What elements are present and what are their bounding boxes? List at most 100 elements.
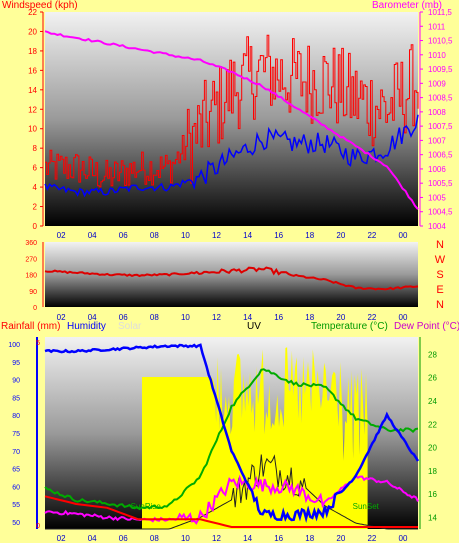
legend-solar: Solar — [118, 321, 142, 332]
legend-dewpoint: Dew Point (°C) — [394, 321, 459, 332]
direction-x-tick: 02 — [57, 313, 66, 322]
humidity-tick: 65 — [12, 467, 20, 474]
compass-label: N — [436, 239, 444, 251]
legend-humidity: Humidity — [67, 321, 106, 332]
humidity-tick: 80 — [12, 413, 20, 420]
direction-x-tick: 18 — [305, 313, 314, 322]
bottom-x-tick: 18 — [305, 534, 314, 543]
windspeed-tick: 6 — [33, 164, 38, 173]
direction-x-tick: 08 — [150, 313, 159, 322]
barometer-tick: 1006,5 — [428, 151, 453, 160]
compass-label: N — [436, 299, 444, 311]
top-x-tick: 10 — [181, 231, 190, 240]
humidity-tick: 100 — [8, 342, 20, 349]
barometer-tick: 1004,5 — [428, 208, 453, 217]
humidity-tick: 55 — [12, 502, 20, 509]
bottom-x-tick: 10 — [181, 534, 190, 543]
series-barometer — [44, 30, 419, 210]
sunrise-label: SunRise — [131, 502, 162, 511]
top-x-tick: 16 — [274, 231, 283, 240]
temperature-tick: 18 — [428, 467, 437, 476]
legend-uv: UV — [247, 321, 261, 332]
bottom-x-tick: 12 — [212, 534, 221, 543]
humidity-tick: 75 — [12, 431, 20, 438]
top-x-tick: 04 — [88, 231, 97, 240]
humidity-tick: 95 — [12, 360, 20, 367]
barometer-title: Barometer (mb) — [372, 0, 443, 11]
top-x-tick: 02 — [57, 231, 66, 240]
top-x-tick: 18 — [305, 231, 314, 240]
windspeed-tick: 8 — [33, 144, 38, 153]
series-rainfall — [44, 495, 418, 528]
temperature-tick: 26 — [428, 374, 437, 383]
barometer-tick: 1011 — [428, 22, 446, 31]
windspeed-tick: 4 — [33, 183, 38, 192]
barometer-tick: 1005 — [428, 193, 446, 202]
compass-label: E — [436, 284, 443, 296]
windspeed-tick: 12 — [28, 105, 37, 114]
series-uv — [45, 454, 418, 530]
direction-x-tick: 22 — [367, 313, 376, 322]
series-humidity — [44, 343, 420, 524]
direction-x-tick: 00 — [399, 313, 408, 322]
top-x-tick: 22 — [367, 231, 376, 240]
top-plot-area — [45, 12, 418, 226]
windspeed-tick: 20 — [28, 27, 37, 36]
direction-tick: 360 — [25, 240, 37, 247]
direction-x-tick: 14 — [243, 313, 252, 322]
humidity-tick: 90 — [12, 378, 20, 385]
bottom-x-tick: 00 — [399, 534, 408, 543]
direction-tick: 0 — [33, 305, 37, 312]
windspeed-tick: 18 — [28, 47, 37, 56]
compass-label: S — [436, 269, 443, 281]
windspeed-tick: 22 — [28, 8, 37, 17]
direction-x-tick: 06 — [119, 313, 128, 322]
series-wind-average — [44, 114, 419, 198]
top-x-tick: 14 — [243, 231, 252, 240]
barometer-tick: 1009 — [428, 79, 446, 88]
barometer-tick: 1004 — [428, 222, 446, 231]
barometer-tick: 1010 — [428, 51, 446, 60]
windspeed-title: Windspeed (kph) — [2, 0, 78, 11]
humidity-tick: 60 — [12, 484, 20, 491]
top-x-tick: 08 — [150, 231, 159, 240]
top-x-tick: 06 — [119, 231, 128, 240]
sunset-label: SunSet — [353, 502, 380, 511]
windspeed-tick: 0 — [33, 222, 38, 231]
bottom-x-tick: 20 — [336, 534, 345, 543]
direction-x-tick: 20 — [336, 313, 345, 322]
barometer-tick: 1005,5 — [428, 179, 453, 188]
windspeed-tick: 10 — [28, 125, 37, 134]
temperature-tick: 16 — [428, 490, 437, 499]
barometer-tick: 1010,5 — [428, 37, 453, 46]
compass-label: W — [435, 254, 446, 266]
legend-temperature: Temperature (°C) — [311, 321, 388, 332]
temperature-tick: 24 — [428, 397, 437, 406]
bottom-x-tick: 04 — [88, 534, 97, 543]
temperature-tick: 20 — [428, 444, 437, 453]
top-x-tick: 12 — [212, 231, 221, 240]
series-wind-gust — [45, 34, 419, 188]
top-x-tick: 20 — [336, 231, 345, 240]
barometer-tick: 1011,5 — [428, 8, 452, 17]
legend-rainfall: Rainfall (mm) — [1, 321, 61, 332]
temperature-tick: 28 — [428, 350, 437, 359]
direction-tick: 180 — [25, 273, 37, 280]
barometer-tick: 1007 — [428, 136, 446, 145]
rain-tick: 5 — [36, 340, 40, 347]
barometer-tick: 1007,5 — [428, 122, 453, 131]
bottom-x-tick: 02 — [57, 534, 66, 543]
bottom-x-tick: 06 — [119, 534, 128, 543]
series-wind-direction — [44, 266, 419, 291]
bottom-x-tick: 22 — [367, 534, 376, 543]
direction-tick: 270 — [25, 256, 37, 263]
direction-x-tick: 12 — [212, 313, 221, 322]
windspeed-tick: 14 — [28, 86, 37, 95]
windspeed-tick: 16 — [28, 66, 37, 75]
barometer-tick: 1008,5 — [428, 94, 453, 103]
barometer-tick: 1009,5 — [428, 65, 453, 74]
humidity-tick: 85 — [12, 395, 20, 402]
rain-tick-zero: 0 — [36, 523, 40, 530]
barometer-tick: 1006 — [428, 165, 446, 174]
